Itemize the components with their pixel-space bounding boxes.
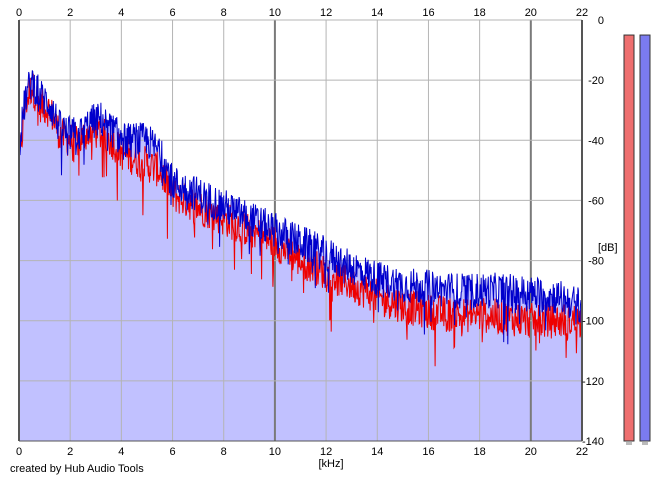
x-tick-label-bottom: 0: [16, 446, 22, 458]
y-tick-label: 0: [598, 15, 604, 27]
x-tick-label-top: 4: [118, 7, 124, 19]
x-tick-label-bottom: 14: [371, 446, 383, 458]
y-tick-label: -120: [582, 376, 604, 388]
series-line: [18, 73, 583, 367]
x-tick-label-top: 22: [576, 7, 588, 19]
x-tick-label-top: 12: [320, 7, 332, 19]
y-tick-label: -60: [588, 195, 604, 207]
spectrum-fill: [19, 70, 582, 442]
x-tick-label-bottom: 4: [118, 446, 124, 458]
x-tick-label-top: 6: [169, 7, 175, 19]
x-tick-label-bottom: 8: [221, 446, 227, 458]
level-meter-base-left: [626, 442, 632, 445]
x-tick-label-top: 10: [269, 7, 281, 19]
x-tick-label-top: 14: [371, 7, 383, 19]
level-meter-left: [623, 34, 635, 442]
x-tick-label-bottom: 2: [67, 446, 73, 458]
y-tick-label: -80: [588, 256, 604, 268]
y-tick-label: -100: [582, 316, 604, 328]
x-tick-label-top: 8: [221, 7, 227, 19]
x-axis-label: [kHz]: [318, 458, 343, 470]
spectrum-fill-area: [19, 70, 582, 442]
level-meter-right: [639, 34, 651, 442]
series-lines: [18, 70, 583, 367]
level-meters: [623, 34, 651, 445]
x-tick-label-bottom: 20: [525, 446, 537, 458]
x-tick-label-top: 16: [422, 7, 434, 19]
series-line: [18, 70, 583, 345]
x-tick-label-bottom: 12: [320, 446, 332, 458]
level-meter-base-right: [642, 442, 648, 445]
y-axis-label: [dB]: [598, 242, 618, 254]
y-tick-label: -140: [582, 436, 604, 448]
axes: [18, 20, 583, 442]
x-tick-label-bottom: 18: [474, 446, 486, 458]
x-tick-label-top: 18: [474, 7, 486, 19]
x-tick-label-bottom: 10: [269, 446, 281, 458]
y-tick-label: -40: [588, 135, 604, 147]
x-tick-label-bottom: 6: [169, 446, 175, 458]
x-tick-label-bottom: 22: [576, 446, 588, 458]
y-tick-label: -20: [588, 75, 604, 87]
tick-labels: 002244668810101212141416161818202022220-…: [16, 7, 604, 458]
credit-text: created by Hub Audio Tools: [10, 463, 144, 475]
x-tick-label-top: 2: [67, 7, 73, 19]
x-tick-label-top: 0: [16, 7, 22, 19]
x-tick-label-bottom: 16: [422, 446, 434, 458]
x-tick-label-top: 20: [525, 7, 537, 19]
